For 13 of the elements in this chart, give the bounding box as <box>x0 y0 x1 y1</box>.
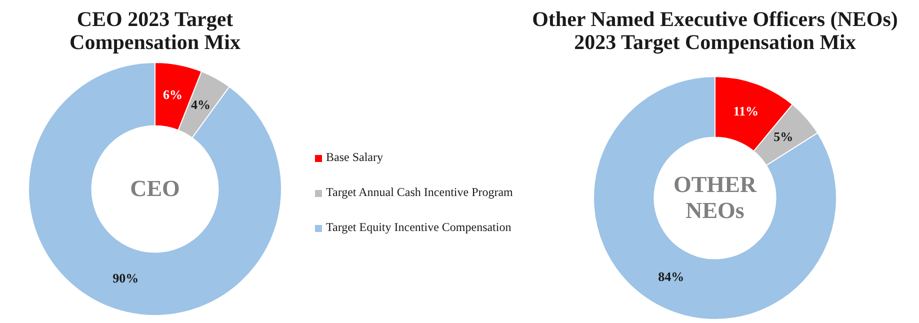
chart-title: Other Named Executive Officers (NEOs) 2023 Target Compensation Mix <box>531 7 899 54</box>
chart-title: CEO 2023 Target Compensation Mix <box>68 7 242 54</box>
data-label: 6% <box>163 87 183 102</box>
legend-label: Base Salary <box>326 150 383 165</box>
legend-label: Target Equity Incentive Compensation <box>326 220 512 235</box>
data-label: 11% <box>733 104 759 119</box>
legend-label: Target Annual Cash Incentive Program <box>326 185 513 200</box>
data-label: 5% <box>774 129 794 144</box>
data-label: 90% <box>112 270 139 286</box>
data-label: 4% <box>190 97 210 112</box>
text: OTHER NEOs <box>672 172 758 224</box>
text: CEO <box>129 176 181 202</box>
data-label: 84% <box>658 269 684 284</box>
